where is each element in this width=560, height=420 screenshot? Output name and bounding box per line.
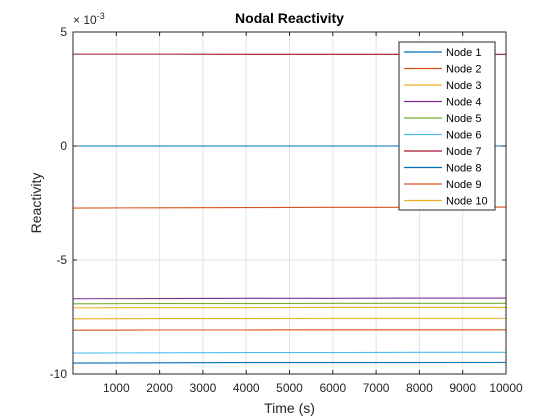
legend-entry: Node 5 bbox=[404, 113, 481, 125]
legend-label: Node 2 bbox=[446, 64, 481, 76]
x-tick-label: 1000 bbox=[103, 381, 130, 395]
legend-entry: Node 1 bbox=[404, 47, 481, 59]
legend-label: Node 5 bbox=[446, 113, 481, 125]
legend-label: Node 7 bbox=[446, 146, 481, 158]
legend-label: Node 6 bbox=[446, 130, 481, 142]
x-tick-label: 7000 bbox=[363, 381, 390, 395]
series-line-node-4 bbox=[72, 297, 506, 300]
y-tick-label: -5 bbox=[56, 253, 67, 267]
legend-entry: Node 6 bbox=[404, 130, 481, 142]
x-tick-label: 10000 bbox=[489, 381, 523, 395]
legend-entry: Node 10 bbox=[404, 196, 488, 208]
legend-label: Node 4 bbox=[446, 97, 481, 109]
series-line-node-6 bbox=[72, 351, 506, 354]
x-tick-label: 2000 bbox=[146, 381, 173, 395]
legend-label: Node 10 bbox=[446, 196, 488, 208]
legend-label: Node 3 bbox=[446, 80, 481, 92]
legend: Node 1 Node 2 Node 3 Node 4 Node 5 Node 6 Node… bbox=[398, 41, 496, 211]
y-axis-exponent: × 10-3 bbox=[73, 11, 105, 27]
tick-labels: 1000 2000 3000 4000 5000 6000 7000 8000 9000 1000… bbox=[50, 25, 523, 395]
x-tick-label: 4000 bbox=[233, 381, 260, 395]
y-tick-label: 5 bbox=[60, 25, 67, 39]
legend-entry: Node 7 bbox=[404, 146, 481, 158]
x-axis-title: Time (s) bbox=[264, 400, 315, 416]
y-tick-label: 0 bbox=[60, 139, 67, 153]
legend-label: Node 8 bbox=[446, 163, 481, 175]
legend-label: Node 1 bbox=[446, 47, 481, 59]
x-tick-label: 5000 bbox=[276, 381, 303, 395]
y-tick-label: -10 bbox=[50, 367, 68, 381]
x-tick-label: 9000 bbox=[449, 381, 476, 395]
legend-entry: Node 3 bbox=[404, 80, 481, 92]
x-tick-label: 3000 bbox=[190, 381, 217, 395]
legend-box bbox=[398, 41, 496, 211]
x-tick-label: 6000 bbox=[319, 381, 346, 395]
legend-entry: Node 9 bbox=[404, 179, 481, 191]
chart-title: Nodal Reactivity bbox=[235, 10, 344, 26]
legend-label: Node 9 bbox=[446, 179, 481, 191]
x-tick-label: 8000 bbox=[406, 381, 433, 395]
legend-entry: Node 2 bbox=[404, 64, 481, 76]
legend-entry: Node 8 bbox=[404, 163, 481, 175]
y-axis-title: Reactivity bbox=[28, 173, 44, 234]
y-axis-exponent-power: -3 bbox=[97, 11, 105, 21]
y-axis-exponent-base: × 10 bbox=[73, 13, 97, 27]
tick-marks bbox=[73, 31, 507, 375]
legend-entry: Node 4 bbox=[404, 97, 481, 109]
series-line-node-8 bbox=[72, 361, 507, 364]
